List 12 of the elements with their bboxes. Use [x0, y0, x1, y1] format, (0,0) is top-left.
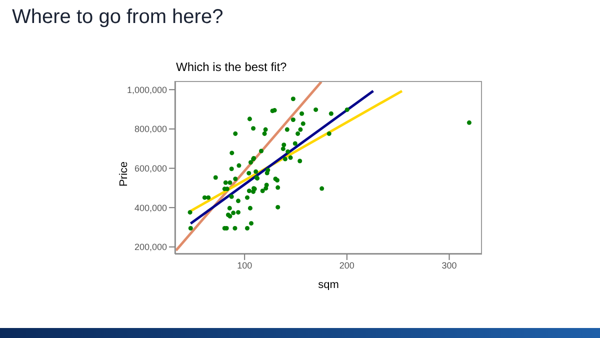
y-tick-label: 200,000: [134, 242, 167, 252]
y-tick-label: 400,000: [134, 202, 167, 213]
x-axis-title: sqm: [318, 279, 339, 291]
y-tick-label: 800,000: [134, 124, 167, 134]
chart-title: Where to go from here?: [12, 6, 224, 29]
x-tick-label: 300: [442, 260, 457, 270]
x-tick-label: 200: [339, 260, 354, 270]
chart-subtitle: Which is the best fit?: [176, 60, 287, 74]
y-tick-label: 600,000: [134, 163, 167, 174]
x-tick-label: 100: [237, 260, 252, 270]
y-axis-title: Price: [118, 160, 130, 189]
y-tick-label: 1,000,000: [126, 84, 167, 95]
